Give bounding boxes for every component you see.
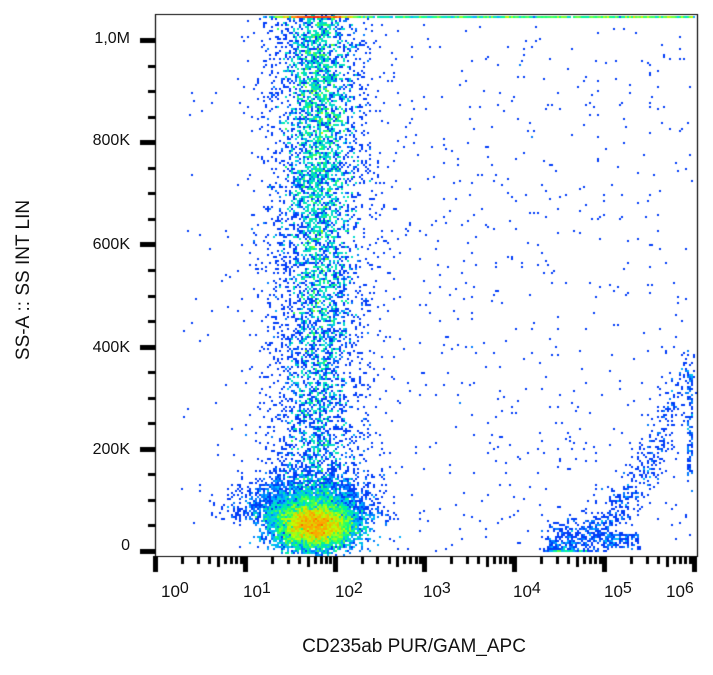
y-tick-label-1m: 1,0M bbox=[94, 30, 130, 47]
x-tick-label-10e3: 103 bbox=[423, 580, 451, 601]
y-tick-label-800k: 800K bbox=[92, 132, 130, 149]
y-tick-label-600k: 600K bbox=[92, 236, 130, 253]
x-tick-label-10e5: 105 bbox=[604, 580, 632, 601]
x-tick-label-10e2: 102 bbox=[335, 580, 363, 601]
x-tick-label-10e0: 100 bbox=[161, 580, 189, 601]
y-tick-label-200k: 200K bbox=[92, 441, 130, 458]
y-tick-label-400k: 400K bbox=[92, 339, 130, 356]
x-tick-label-10e1: 101 bbox=[243, 580, 271, 601]
x-axis-title: CD235ab PUR/GAM_APC bbox=[302, 636, 526, 657]
x-tick-label-10e6: 106 bbox=[666, 580, 694, 601]
y-tick-label-0: 0 bbox=[121, 537, 130, 554]
y-axis-title: SS-A :: SS INT LIN bbox=[13, 199, 34, 361]
x-tick-label-10e4: 104 bbox=[513, 580, 541, 601]
